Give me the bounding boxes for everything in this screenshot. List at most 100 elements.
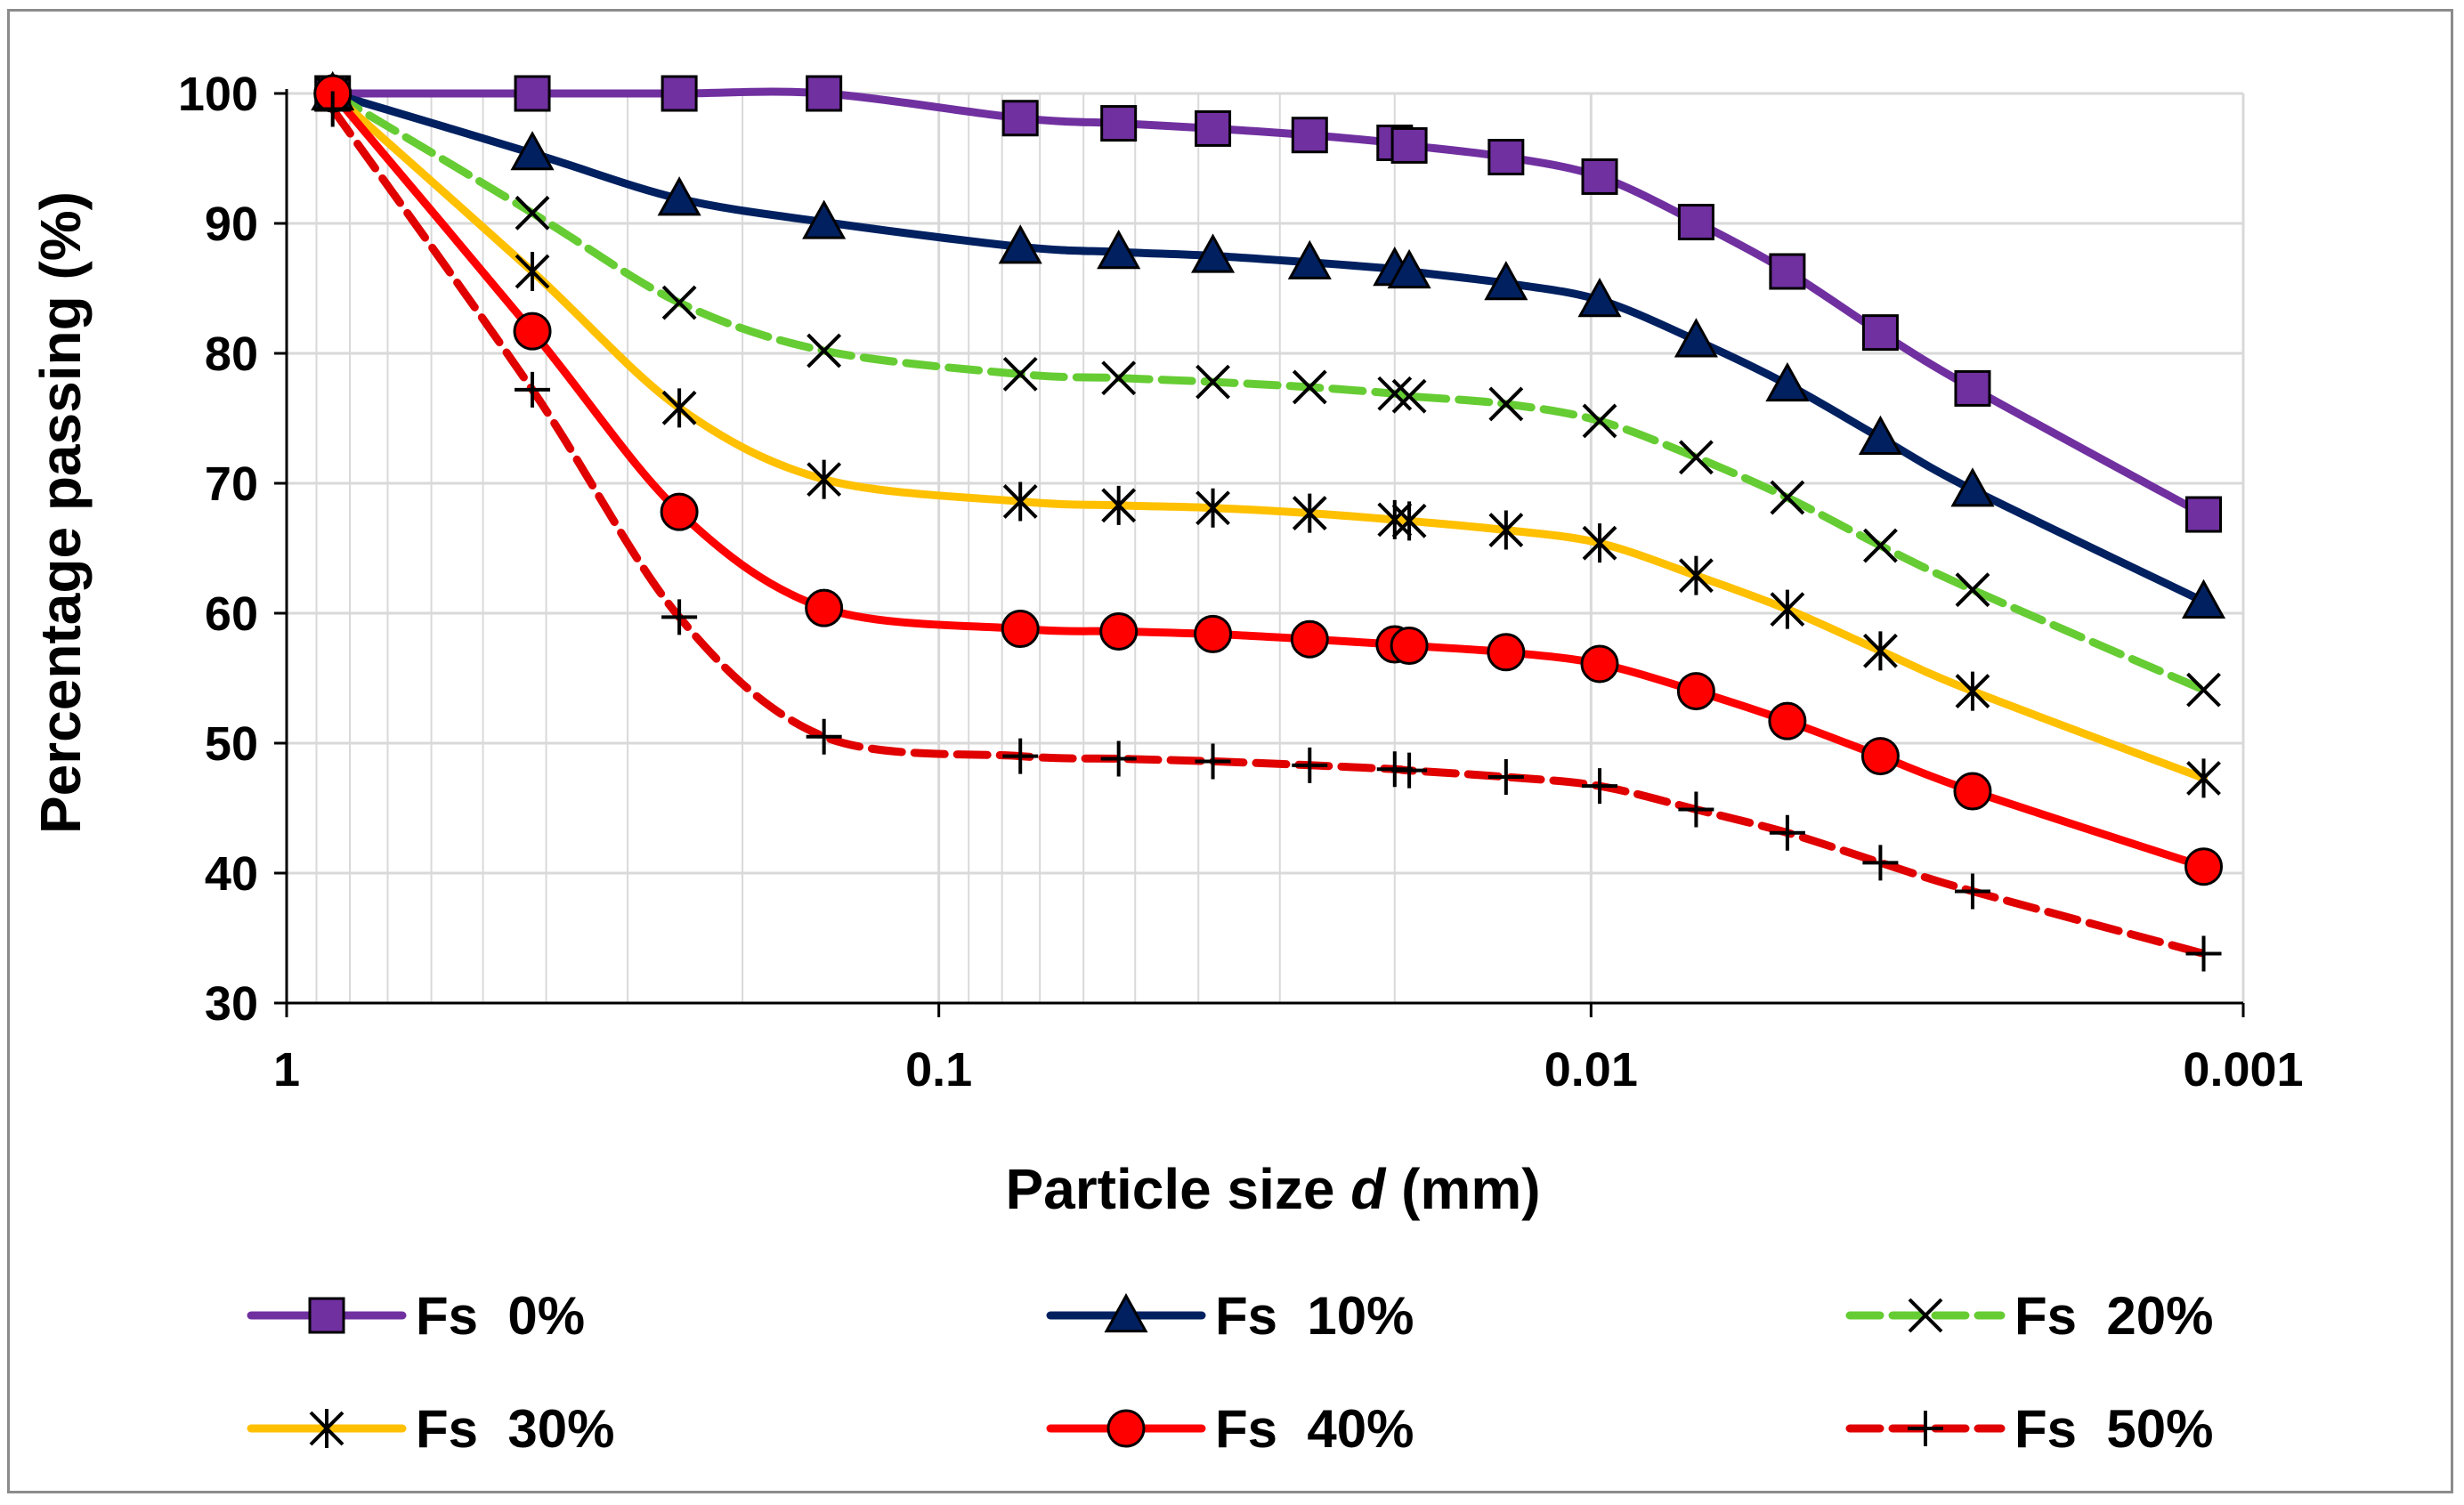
- x-tick-label: 0.01: [1544, 1043, 1638, 1096]
- data-point-series-2: [515, 195, 550, 231]
- data-point-series-2: [1582, 403, 1617, 439]
- data-point-series-4: [1001, 610, 1040, 649]
- data-point-series-4: [660, 492, 699, 531]
- data-point-series-5: [1769, 814, 1805, 851]
- data-point-series-0: [806, 75, 843, 112]
- data-point-series-3: [2186, 758, 2221, 798]
- x-tick-label: 0.001: [2183, 1043, 2303, 1096]
- data-point-series-0: [1195, 109, 1232, 147]
- legend-entry-1: Fs 10%: [1046, 1286, 1414, 1346]
- data-point-series-4: [1860, 737, 1900, 776]
- data-point-series-1: [1484, 261, 1528, 301]
- x-axis-title-prefix: Particle size: [1005, 1157, 1350, 1221]
- legend-entry-4: Fs 40%: [1046, 1399, 1414, 1459]
- data-point-series-5: [1582, 768, 1618, 805]
- series-layer: [328, 87, 2208, 958]
- data-point-series-4: [513, 312, 552, 351]
- data-point-series-5: [1292, 747, 1328, 783]
- legend-entry-3: Fs 30%: [247, 1399, 614, 1459]
- data-point-series-5: [2185, 935, 2222, 972]
- data-point-series-1: [1950, 467, 1995, 507]
- markers-layer: [311, 70, 2226, 972]
- data-point-series-2: [1292, 369, 1327, 405]
- y-tick-label: 60: [205, 587, 258, 641]
- series-line-1: [328, 89, 2208, 606]
- data-point-series-1: [1577, 278, 1622, 318]
- data-point-series-2: [1101, 360, 1137, 396]
- data-point-series-3: [1582, 523, 1617, 563]
- y-tick-label: 40: [205, 847, 258, 901]
- legend-entry-2: Fs 20%: [1845, 1286, 2213, 1346]
- y-tick-label: 70: [205, 457, 258, 511]
- data-point-series-3: [1955, 671, 1990, 711]
- data-point-series-5: [1195, 743, 1231, 780]
- data-point-series-4: [1580, 644, 1619, 684]
- data-point-series-4: [1487, 633, 1526, 672]
- data-point-series-5: [1862, 845, 1899, 881]
- data-point-series-3: [661, 388, 697, 428]
- data-point-series-1: [1765, 361, 1810, 402]
- data-point-series-1: [998, 224, 1042, 264]
- data-point-series-4: [1099, 611, 1139, 651]
- data-point-series-2: [1678, 440, 1714, 475]
- data-point-series-4: [1953, 772, 1992, 811]
- y-tick-label: 90: [205, 198, 258, 251]
- y-tick-label: 80: [205, 328, 258, 381]
- data-point-series-0: [2185, 496, 2223, 533]
- data-point-series-1: [1190, 233, 1236, 273]
- data-point-series-3: [1391, 501, 1427, 541]
- data-point-series-1: [1674, 318, 1718, 358]
- data-point-series-4: [1768, 701, 1807, 740]
- data-point-series-5: [661, 599, 698, 635]
- data-point-series-1: [1097, 230, 1141, 270]
- legend-label: Fs 10%: [1215, 1286, 1414, 1346]
- data-point-series-0: [661, 75, 698, 112]
- data-point-series-3: [1770, 589, 1805, 629]
- data-point-series-0: [1291, 117, 1328, 154]
- data-point-series-2: [1002, 356, 1038, 392]
- data-point-series-2: [1770, 480, 1805, 515]
- data-point-series-4: [1676, 672, 1715, 711]
- x-axis-title-suffix: (mm): [1385, 1157, 1540, 1221]
- data-point-series-0: [1487, 139, 1525, 176]
- data-point-series-3: [1196, 488, 1230, 528]
- grid-layer: [285, 92, 2245, 1005]
- data-point-series-5: [1391, 752, 1428, 789]
- legend-marker: [1104, 1292, 1148, 1333]
- legend-marker: [309, 1409, 344, 1448]
- legend-label: Fs 50%: [2014, 1399, 2213, 1459]
- legend-label: Fs 20%: [2014, 1286, 2213, 1346]
- data-point-series-2: [1391, 378, 1427, 414]
- axes-layer: [274, 89, 2245, 1017]
- data-point-series-2: [806, 333, 842, 368]
- data-point-series-1: [510, 131, 555, 171]
- data-point-series-0: [1769, 253, 1806, 290]
- data-point-series-5: [515, 371, 551, 408]
- data-point-series-3: [806, 459, 842, 499]
- data-point-series-0: [1100, 105, 1138, 142]
- x-axis-title-variable: d: [1350, 1157, 1387, 1221]
- legend-entry-5: Fs 50%: [1845, 1399, 2213, 1459]
- legend-label: Fs 0%: [416, 1286, 585, 1346]
- data-point-series-4: [2184, 847, 2224, 886]
- data-point-series-5: [806, 718, 842, 755]
- data-point-series-4: [1390, 627, 1429, 665]
- data-point-series-1: [1287, 239, 1332, 279]
- legend-marker: [308, 1297, 345, 1334]
- labels-layer: 30 40 50 60 70 80 90 100 1 0.1 0.01 0.001: [178, 68, 2304, 1096]
- data-point-series-2: [1377, 376, 1413, 411]
- data-point-series-5: [1678, 791, 1714, 828]
- data-point-series-5: [1002, 738, 1039, 774]
- x-tick-label: 0.1: [905, 1043, 972, 1096]
- series-line-4: [328, 89, 2208, 871]
- legend: Fs 0% Fs 10% Fs 20% Fs 30% Fs 40% Fs 50%: [247, 1286, 2213, 1459]
- data-point-series-3: [1863, 631, 1898, 671]
- data-point-series-5: [1487, 758, 1524, 795]
- legend-label: Fs 40%: [1215, 1399, 1414, 1459]
- data-point-series-1: [2181, 579, 2226, 619]
- data-point-series-0: [1677, 204, 1714, 241]
- data-point-series-0: [1581, 158, 1618, 195]
- data-point-series-4: [1194, 614, 1233, 653]
- data-point-series-0: [1001, 100, 1039, 137]
